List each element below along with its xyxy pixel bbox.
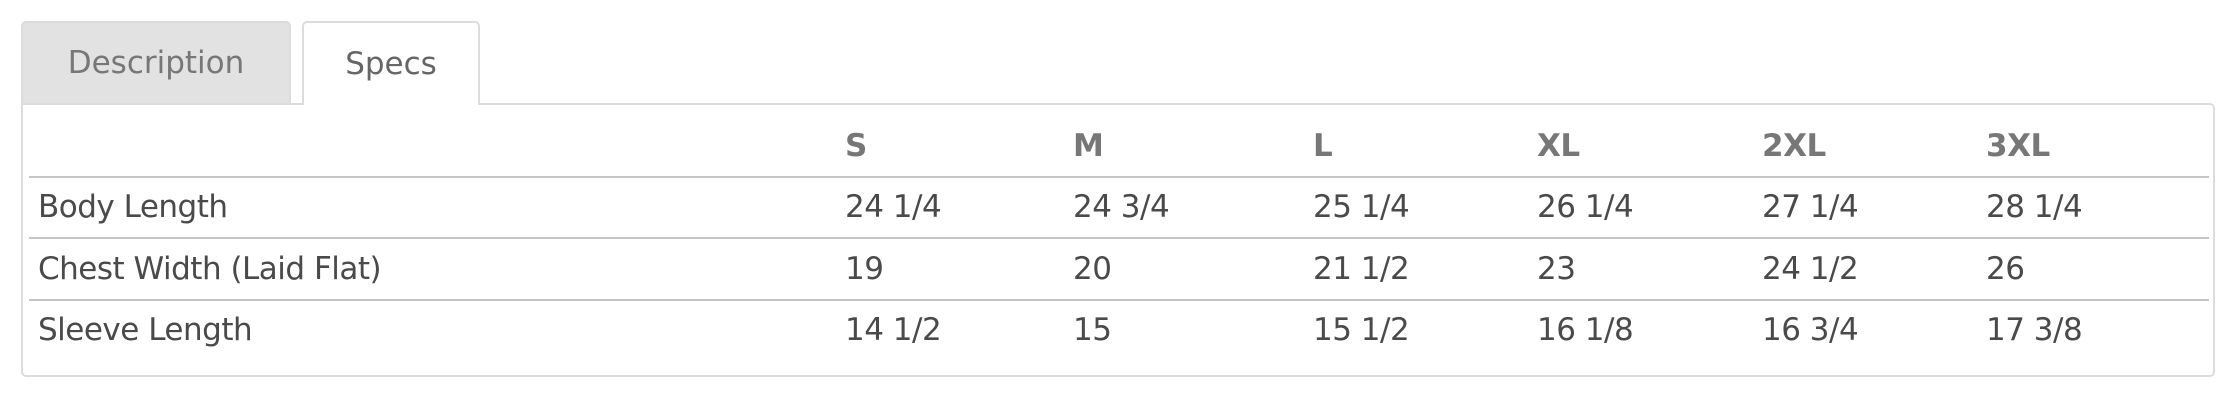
spec-value: 23 xyxy=(1537,250,1576,287)
spec-value: 25 1/4 xyxy=(1313,188,1410,225)
table-row: Chest Width (Laid Flat) 19 20 21 1/2 23 24 1/… xyxy=(29,238,2209,301)
size-header-row: S M L XL 2XL 3XL xyxy=(29,115,2209,178)
tab-description[interactable]: Description xyxy=(21,21,291,103)
spec-value: 21 1/2 xyxy=(1313,250,1410,287)
size-header: S xyxy=(845,127,867,164)
spec-value: 16 1/8 xyxy=(1537,311,1634,348)
spec-value: 15 xyxy=(1073,311,1112,348)
size-header: 2XL xyxy=(1762,127,1826,164)
row-label: Sleeve Length xyxy=(38,311,253,348)
spec-value: 15 1/2 xyxy=(1313,311,1410,348)
spec-value: 14 1/2 xyxy=(845,311,942,348)
size-header: XL xyxy=(1537,127,1580,164)
table-row: Sleeve Length 14 1/2 15 15 1/2 16 1/8 16 3/4 1… xyxy=(29,299,2209,360)
spec-value: 20 xyxy=(1073,250,1112,287)
spec-value: 27 1/4 xyxy=(1762,188,1859,225)
size-header: L xyxy=(1313,127,1333,164)
tab-specs[interactable]: Specs xyxy=(302,21,480,105)
row-label: Chest Width (Laid Flat) xyxy=(38,250,382,287)
size-header: 3XL xyxy=(1986,127,2050,164)
spec-value: 16 3/4 xyxy=(1762,311,1859,348)
specs-panel: S M L XL 2XL 3XL Body Length 24 1/4 24 3/4… xyxy=(21,103,2215,377)
spec-value: 17 3/8 xyxy=(1986,311,2083,348)
spec-value: 26 1/4 xyxy=(1537,188,1634,225)
spec-value: 24 3/4 xyxy=(1073,188,1170,225)
table-row: Body Length 24 1/4 24 3/4 25 1/4 26 1/4 27 1/… xyxy=(29,176,2209,239)
spec-value: 24 1/2 xyxy=(1762,250,1859,287)
row-label: Body Length xyxy=(38,188,228,225)
size-header: M xyxy=(1073,127,1104,164)
spec-value: 24 1/4 xyxy=(845,188,942,225)
spec-value: 28 1/4 xyxy=(1986,188,2083,225)
spec-value: 19 xyxy=(845,250,884,287)
spec-value: 26 xyxy=(1986,250,2025,287)
